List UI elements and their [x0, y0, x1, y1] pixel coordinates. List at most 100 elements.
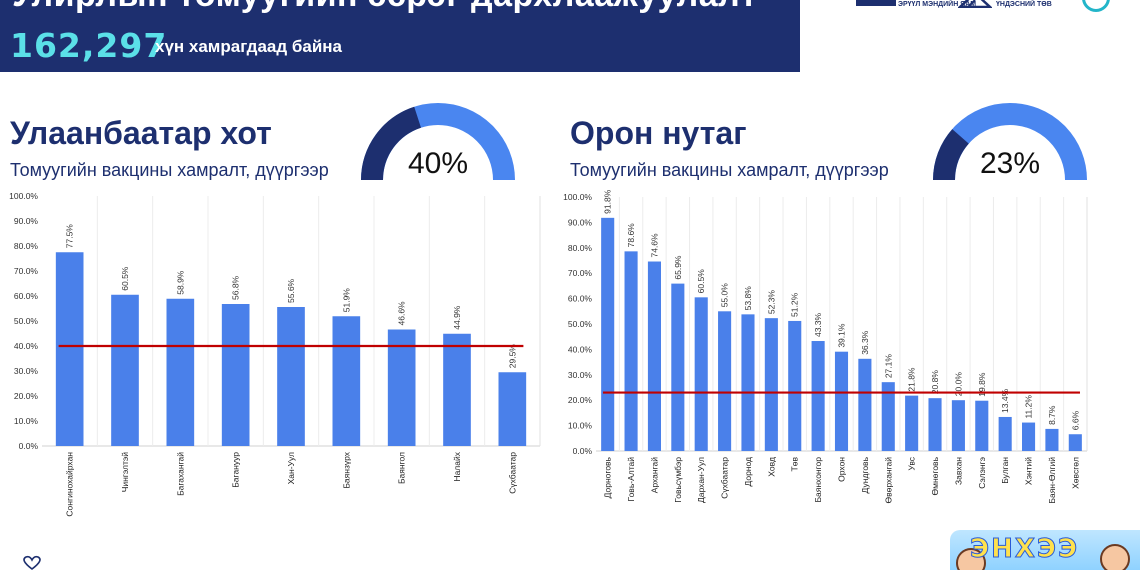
bar [55, 252, 84, 446]
bar-chart-ulaanbaatar: 0.0% 10.0% 20.0% 30.0% 40.0% 50.0% 60.0% 70.0% 8… [9, 191, 541, 517]
section-subtitle-ulaanbaatar: Томуугийн вакцины хамралт, дүүргээр [10, 160, 329, 180]
category-label: Ховд [766, 457, 776, 477]
bar-value-label: 55.0% [720, 283, 730, 308]
category-label: Баянгол [397, 452, 407, 484]
category-label: Дорноговь [603, 456, 613, 498]
bar-value-label: 58.9% [175, 270, 185, 295]
category-label: Налайх [452, 451, 462, 481]
bar-value-label: 27.1% [883, 354, 893, 379]
bar-value-label: 43.3% [813, 312, 823, 337]
y-tick-label: 10.0% [14, 416, 39, 426]
heart-logo-icon [23, 555, 41, 570]
category-label: Орхон [837, 457, 847, 482]
bar-value-label: 51.2% [790, 292, 800, 317]
coverage-gauge-countryside [933, 103, 1087, 181]
category-label: Дархан-Уул [696, 457, 706, 503]
bar [951, 400, 965, 451]
bar-value-label: 44.9% [452, 305, 462, 330]
y-tick-label: 50.0% [568, 319, 593, 329]
category-label: Дорнод [743, 457, 753, 487]
bar [277, 307, 305, 446]
category-label: Сонгинохайрхан [65, 452, 75, 517]
bar [834, 351, 849, 451]
section-title-countryside: Орон нутаг [570, 115, 747, 151]
gauge-value-ulaanbaatar: 40% [407, 147, 469, 180]
y-tick-label: 40.0% [568, 344, 593, 354]
category-label: Өмнөговь [930, 456, 940, 495]
y-tick-label: 20.0% [568, 395, 593, 405]
bar-value-label: 20.8% [930, 370, 940, 395]
bar [601, 217, 615, 451]
bar [1022, 422, 1036, 451]
coverage-gauge-ulaanbaatar [361, 103, 515, 181]
bar-value-label: 21.8% [907, 367, 917, 392]
category-label: Сүхбаатар [507, 452, 517, 494]
vaccinated-count: 162,297 [10, 26, 168, 65]
y-tick-label: 20.0% [14, 391, 39, 401]
center-logo-icon [958, 0, 992, 8]
y-tick-label: 30.0% [14, 366, 39, 376]
bar [443, 333, 471, 446]
bar-value-label: 60.5% [696, 269, 706, 294]
bar [387, 329, 416, 446]
y-tick-label: 70.0% [568, 268, 593, 278]
bar [881, 382, 895, 451]
organization-emblem-icon [1082, 0, 1110, 12]
y-tick-label: 10.0% [568, 421, 593, 431]
bar-value-label: 65.9% [673, 255, 683, 280]
bar-value-label: 78.6% [626, 223, 636, 248]
bar [647, 261, 661, 451]
banner-title: Улирлын томуугийн эсрэг дархлаажуулалт [12, 0, 757, 15]
category-label: Говьсүмбэр [673, 457, 683, 503]
ministry-logo-text: ЭРҮҮЛ МЭНДИЙН ЯАМ [898, 1, 977, 8]
category-label: Сүхбаатар [720, 457, 730, 499]
bar [166, 298, 195, 446]
category-label: Сэлэнгэ [977, 457, 987, 489]
bar-value-label: 29.5% [507, 344, 517, 369]
mascot-boy-face [956, 548, 986, 570]
bar [671, 283, 685, 451]
y-tick-label: 90.0% [568, 217, 593, 227]
category-label: Баянзүрх [341, 451, 351, 488]
bar [998, 416, 1012, 451]
bar [811, 341, 825, 451]
y-tick-label: 60.0% [568, 294, 593, 304]
y-tick-label: 40.0% [14, 341, 39, 351]
section-subtitle-countryside: Томуугийн вакцины хамралт, дүүргээр [570, 160, 889, 180]
bar [741, 314, 755, 451]
mascot-text: ЭНХЭЭ [969, 534, 1080, 565]
y-tick-label: 90.0% [14, 216, 39, 226]
mascot-girl-face [1100, 544, 1130, 570]
bar [975, 400, 989, 451]
category-label: Багануур [231, 452, 241, 488]
y-tick-label: 50.0% [14, 316, 39, 326]
y-tick-label: 60.0% [14, 291, 39, 301]
category-label: Баянхонгор [813, 457, 823, 503]
bar [1068, 434, 1082, 451]
bar-value-label: 6.6% [1070, 410, 1080, 430]
category-label: Хан-Уул [286, 452, 296, 484]
category-label: Булган [1000, 457, 1010, 484]
category-label: Хөвсгөл [1070, 457, 1080, 489]
bar-value-label: 20.0% [953, 372, 963, 397]
category-label: Чингэлтэй [120, 452, 130, 493]
category-label: Дундговь [860, 456, 870, 493]
bar [694, 297, 708, 451]
bar-value-label: 60.5% [120, 266, 130, 291]
y-tick-label: 0.0% [19, 441, 39, 451]
bar-value-label: 55.6% [286, 278, 296, 303]
bar [624, 251, 638, 451]
y-tick-label: 100.0% [563, 192, 592, 202]
bar-value-label: 91.8% [603, 189, 613, 214]
bar-value-label: 52.3% [766, 290, 776, 315]
bar-chart-countryside: 0.0% 10.0% 20.0% 30.0% 40.0% 50.0% 60.0% 70.0% 8… [563, 189, 1088, 504]
bar-value-label: 39.1% [837, 323, 847, 348]
bar-value-label: 8.7% [1047, 405, 1057, 425]
category-label: Өвөрхангай [883, 457, 893, 504]
bar [905, 395, 919, 451]
category-label: Завхан [953, 457, 963, 485]
bar-value-label: 51.9% [341, 288, 351, 313]
vaccinated-count-text: хүн хамрагдаад байна [155, 37, 342, 56]
bar [221, 304, 250, 446]
bar [1045, 428, 1059, 451]
